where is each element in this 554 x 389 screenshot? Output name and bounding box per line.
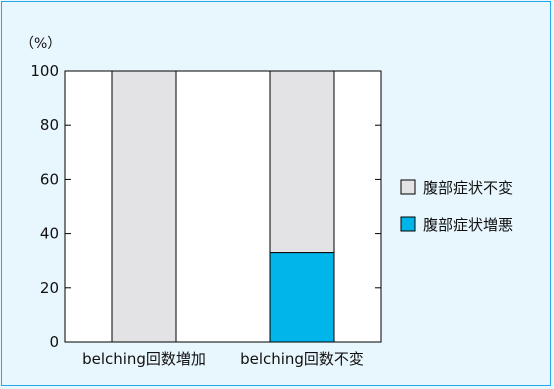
bar-segment-worsened-1 <box>269 252 335 343</box>
y-unit-label: （%） <box>20 36 61 52</box>
y-tick-label: 20 <box>40 279 59 297</box>
y-tick-label: 0 <box>49 333 59 351</box>
x-category-label: belching回数増加 <box>82 350 206 368</box>
bar-segment-unchanged-0 <box>111 70 177 343</box>
legend-label: 腹部症状不変 <box>423 179 513 197</box>
y-tick-label: 80 <box>40 116 59 134</box>
legend-label: 腹部症状増悪 <box>423 216 513 234</box>
x-category-label: belching回数不変 <box>240 350 364 368</box>
y-tick-label: 40 <box>40 225 59 243</box>
y-axis: 0 20 40 60 80 100 <box>30 62 381 351</box>
x-axis-labels: belching回数増加 belching回数不変 <box>82 350 364 368</box>
legend-swatch <box>400 179 416 195</box>
y-tick-label: 60 <box>40 170 59 188</box>
legend-swatch <box>400 216 416 232</box>
bars <box>111 70 335 343</box>
y-tick-label: 100 <box>30 62 59 80</box>
bar-segment-unchanged-1 <box>269 70 335 254</box>
